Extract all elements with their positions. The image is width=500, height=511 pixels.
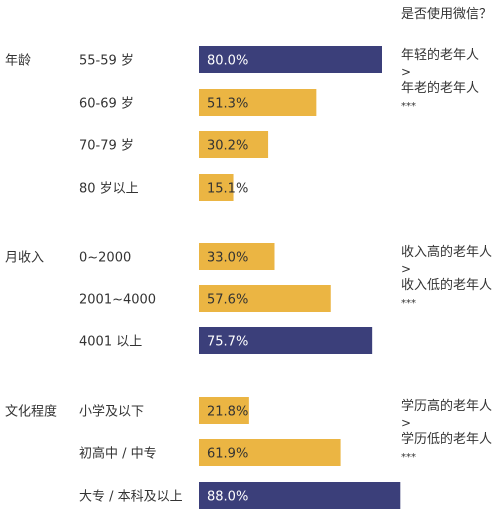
bar xyxy=(199,327,373,354)
data-label: 51.3% xyxy=(207,97,248,112)
comparison-note-line: > xyxy=(401,416,411,430)
bar xyxy=(199,46,382,73)
comparison-note-line: 收入低的老年人 xyxy=(401,277,492,293)
comparison-note-line: 年老的老年人 xyxy=(401,80,479,96)
group-1: 年龄 55-59 岁 80.0% 60-69 岁 51.3% 70-79 岁 30.2% 80… xyxy=(5,46,479,201)
comparison-note-line: 学历低的老年人 xyxy=(401,431,492,447)
category-label: 0~2000 xyxy=(79,251,131,266)
data-label: 21.8% xyxy=(207,405,248,420)
data-label: 61.9% xyxy=(207,447,248,462)
category-label: 80 岁以上 xyxy=(79,182,139,197)
comparison-note-line: 收入高的老年人 xyxy=(401,244,492,260)
category-label: 小学及以下 xyxy=(79,404,144,420)
bar xyxy=(199,243,275,270)
bar xyxy=(199,439,341,466)
data-label: 15.1% xyxy=(207,182,248,197)
chart-title: 是否使用微信？ xyxy=(401,6,492,22)
bar xyxy=(199,89,317,116)
comparison-note-line: *** xyxy=(401,101,416,112)
category-label: 70-79 岁 xyxy=(79,139,134,154)
data-label: 75.7% xyxy=(207,335,248,350)
bar xyxy=(199,285,331,312)
group-2: 月收入 0~2000 33.0% 2001~4000 57.6% 4001 以上 75.7%… xyxy=(5,243,492,354)
category-label: 60-69 岁 xyxy=(79,97,134,112)
comparison-note-line: 年轻的老年人 xyxy=(401,47,479,63)
comparison-note-line: 学历高的老年人 xyxy=(401,398,492,414)
bar xyxy=(199,397,249,424)
category-label: 55-59 岁 xyxy=(79,54,134,69)
chart-groups: 年龄 55-59 岁 80.0% 60-69 岁 51.3% 70-79 岁 30.2% 80… xyxy=(5,46,492,509)
category-label: 2001~4000 xyxy=(79,293,156,308)
bar xyxy=(199,174,234,201)
bar xyxy=(199,131,269,158)
comparison-note-line: > xyxy=(401,65,411,79)
comparison-note-line: > xyxy=(401,262,411,276)
data-label: 80.0% xyxy=(207,54,248,69)
comparison-note-line: *** xyxy=(401,452,416,463)
group-name: 文化程度 xyxy=(5,404,57,420)
group-name: 月收入 xyxy=(5,251,44,266)
data-label: 33.0% xyxy=(207,251,248,266)
data-label: 57.6% xyxy=(207,293,248,308)
data-label: 30.2% xyxy=(207,139,248,154)
category-label: 初高中 / 中专 xyxy=(79,446,157,462)
data-label: 88.0% xyxy=(207,490,248,505)
bar xyxy=(199,482,401,509)
group-name: 年龄 xyxy=(5,54,31,69)
comparison-note-line: *** xyxy=(401,298,416,309)
group-3: 文化程度 小学及以下 21.8% 初高中 / 中专 61.9% 大专 / 本科及以上 88.… xyxy=(5,397,492,509)
category-label: 大专 / 本科及以上 xyxy=(79,490,183,505)
category-label: 4001 以上 xyxy=(79,335,142,350)
